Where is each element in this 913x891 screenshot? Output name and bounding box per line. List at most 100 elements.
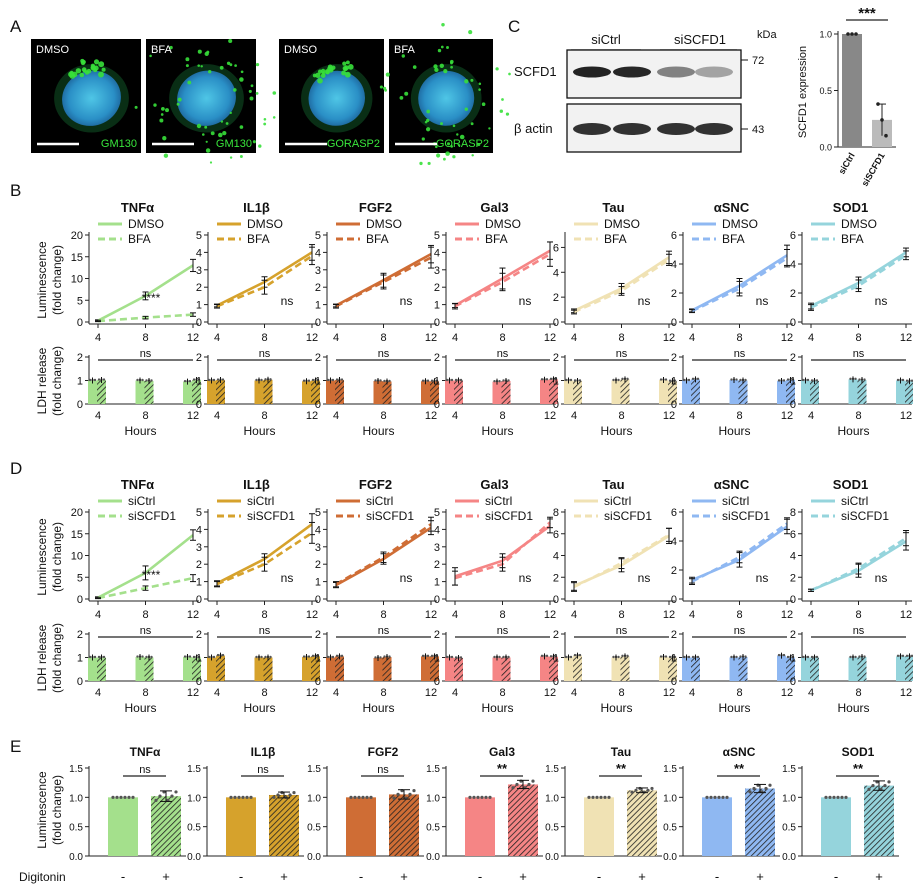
panel-d-aSNC-yticklabel: 6 (671, 507, 677, 519)
panel-d-ldh-Tau-bar (620, 656, 630, 681)
panel-b-ldh-FGF2-bar (430, 381, 439, 404)
panel-e-SOD1-bar-minus (821, 797, 851, 856)
panel-e-aSNC-xticklabel: - (715, 869, 719, 884)
golgi-signal (459, 134, 465, 140)
golgi-signal (69, 72, 76, 79)
panel-d-ldh-Tau-point (612, 655, 615, 659)
panel-d-aSNC-title: αSNC (714, 477, 750, 492)
panel-e-IL1b-title: IL1β (251, 745, 276, 759)
golgi-signal (205, 140, 208, 143)
panel-b-ldh-Tau-point (573, 379, 577, 382)
panel-b-ldh-TNFa-point (93, 378, 97, 382)
panel-b-TNFa-xticklabel: 12 (187, 332, 199, 344)
golgi-signal (470, 78, 474, 82)
golgi-signal (177, 97, 182, 102)
panel-d-ldh-TNFa-point (192, 655, 196, 659)
panel-d-Tau-yticklabel: 8 (553, 507, 559, 519)
panel-d-lum-ylabel-line1: Luminescence (35, 518, 49, 596)
panel-e-Tau-yticklabel: 1.5 (545, 764, 559, 775)
panel-d-ldh-TNFa-point (88, 655, 92, 659)
panel-b-FGF2-yticklabel: 5 (315, 230, 321, 242)
panel-e-IL1b-point (233, 795, 237, 799)
panel-d-ldh-ylabel-line1: LDH release (35, 624, 49, 691)
golgi-signal (200, 65, 203, 68)
panel-b-ldh-FGF2-point (435, 379, 439, 382)
panel-b-ldh-Tau-point (659, 378, 663, 381)
panel-b-ldh-FGF2-bar (382, 381, 392, 404)
panel-d-ldh-Gal3-point (493, 655, 496, 659)
panel-d-SOD1-yticklabel: 2 (790, 572, 796, 584)
golgi-signal (456, 133, 459, 136)
panel-b-IL1b-title: IL1β (243, 200, 270, 215)
panel-d-ldh-FGF2-yticklabel: 0 (315, 676, 321, 688)
panel-b-ldh-Gal3-bar (454, 380, 463, 404)
panel-b-ldh-SOD1-bar (810, 380, 819, 404)
panel-d-ldh-FGF2-point (426, 654, 430, 658)
panel-b-aSNC-series-treated (691, 257, 788, 313)
golgi-signal (477, 143, 481, 147)
panel-b-FGF2-yticklabel: 2 (315, 282, 321, 294)
panel-b-ldh-SOD1-point (858, 378, 861, 381)
panel-d-Gal3-legend-label: siCtrl (485, 494, 512, 508)
panel-b-ldh-Tau-point (626, 377, 629, 381)
panel-d-ldh-Tau-point (564, 655, 568, 659)
panel-b-SOD1-title: SOD1 (833, 200, 868, 215)
panel-e-ylabel-line2: (fold change) (50, 775, 64, 845)
golgi-signal (263, 117, 267, 121)
panel-b-ldh-IL1b-yticklabel: 2 (196, 352, 202, 364)
panel-d-ldh-Tau-point (668, 655, 672, 659)
panel-d-ldh-Tau-point (621, 654, 624, 658)
panel-b-ldh-SOD1-point (806, 378, 810, 382)
panel-b-ldh-Gal3-point (540, 378, 544, 381)
panel-b-Tau-xticklabel: 8 (618, 332, 624, 344)
panel-e-TNFa-yticklabel: 0.0 (69, 852, 83, 863)
panel-b-ldh-TNFa-bar (88, 380, 97, 404)
panel-b-ldh-TNFa-yticklabel: 0 (77, 399, 83, 411)
panel-e-Gal3-point (527, 782, 531, 787)
panel-d-ldh-TNFa-bar (192, 657, 201, 681)
golgi-signal (153, 103, 157, 107)
panel-b-TNFa-yticklabel: 10 (71, 274, 83, 286)
panel-e-SOD1-xticklabel: - (834, 869, 838, 884)
panel-d-SOD1-xticklabel: 8 (855, 609, 861, 621)
panel-b-Gal3-xticklabel: 8 (499, 332, 505, 344)
panel-d-ldh-TNFa-point (188, 655, 192, 658)
panel-d-ldh-Gal3-yticklabel: 2 (434, 629, 440, 641)
panel-d-TNFa-xticklabel: 8 (142, 609, 148, 621)
nucleus (418, 70, 475, 126)
golgi-signal (488, 127, 491, 130)
panel-d-TNFa-xticklabel: 4 (95, 609, 101, 621)
panel-e-Gal3-point (480, 795, 484, 799)
panel-b-ldh-Gal3-point (454, 378, 458, 382)
panel-d-ldh-Tau-point (659, 655, 663, 658)
panel-b-ldh-aSNC-point (786, 378, 790, 381)
golgi-signal (252, 140, 256, 144)
panel-b-ldh-Tau-point (569, 378, 573, 382)
panel-d-ldh-FGF2-bar (430, 656, 439, 681)
panel-b-TNFa-yticklabel: 20 (71, 230, 83, 242)
panel-b-ldh-aSNC-yticklabel: 2 (671, 352, 677, 364)
panel-d-ldh-SOD1-xlabel: Hours (837, 701, 869, 715)
golgi-signal (317, 77, 323, 84)
panel-d-ldh-aSNC-point (730, 655, 733, 659)
panel-e-FGF2-point (353, 795, 357, 799)
panel-e-Gal3-point (484, 795, 488, 799)
panel-d-IL1b-xticklabel: 8 (261, 609, 267, 621)
panel-b-ldh-Tau-point (664, 378, 668, 381)
panel-b-IL1b-significance: ns (281, 294, 294, 308)
panel-e-TNFa-significance: ns (139, 764, 151, 776)
golgi-signal (401, 54, 405, 58)
panel-e-TNFa-point (119, 795, 123, 799)
blot-group-label-sictrl: siCtrl (591, 32, 621, 47)
golgi-signal (272, 91, 277, 95)
panel-b-Gal3-series-treated (454, 252, 551, 308)
panel-e-SOD1-yticklabel: 0.0 (782, 852, 796, 863)
panel-e-FGF2-xticklabel: - (359, 869, 363, 884)
panel-b-ldh-aSNC-point (730, 378, 733, 381)
golgi-signal (433, 64, 438, 69)
panel-d-FGF2-yticklabel: 5 (315, 507, 321, 519)
panel-e-IL1b-yticklabel: 1.5 (187, 764, 201, 775)
panel-e-Gal3-xticklabel: - (478, 869, 482, 884)
panel-b-ldh-SOD1-yticklabel: 1 (790, 376, 796, 388)
panel-d-ldh-IL1b-bar (216, 655, 225, 681)
